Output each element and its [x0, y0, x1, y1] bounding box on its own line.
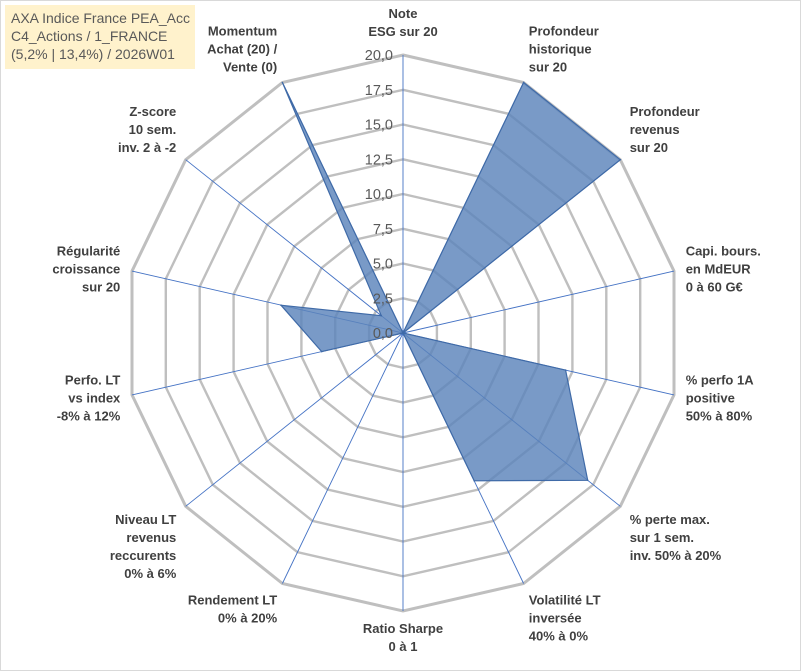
- tick-label-1: 2,5: [373, 291, 393, 307]
- axis-label-8-line-1: 0% à 20%: [218, 610, 278, 625]
- axis-label-5: % perte max. sur 1 sem. inv. 50% à 20%: [630, 512, 722, 563]
- axis-label-4-line-1: positive: [686, 391, 735, 406]
- spoke-3: [402, 270, 675, 334]
- axis-label-9: Niveau LT revenus reccurents 0% à 6%: [110, 512, 177, 581]
- tick-label-6: 15,0: [365, 118, 393, 134]
- spoke-8: [281, 332, 404, 584]
- axis-label-7: Ratio Sharpe 0 à 1: [363, 621, 443, 654]
- data-point-13: [281, 81, 284, 84]
- axis-label-0: Note ESG sur 20: [368, 6, 437, 39]
- axis-label-6-line-1: inversée: [529, 610, 582, 625]
- axis-label-2-line-1: revenus: [630, 122, 680, 137]
- axis-label-0-line-0: Note: [389, 6, 418, 21]
- data-point-11: [280, 304, 282, 307]
- axis-label-1-line-0: Profondeur: [529, 24, 599, 39]
- axis-label-5-line-1: sur 1 sem.: [630, 530, 694, 545]
- axis-label-2: Profondeur revenus sur 20: [630, 104, 700, 155]
- title-line-2: C4_Actions / 1_FRANCE: [11, 28, 168, 44]
- axis-label-11: Régularité croissance sur 20: [52, 244, 120, 295]
- axis-label-12-line-1: 10 sem.: [129, 122, 177, 137]
- data-point-5: [586, 479, 589, 482]
- axis-label-1-line-1: historique: [529, 42, 592, 57]
- chart-title-box: AXA Indice France PEA_Acc C4_Actions / 1…: [5, 5, 195, 69]
- axis-label-7-line-0: Ratio Sharpe: [363, 621, 443, 636]
- axis-label-4-line-0: % perfo 1A: [686, 373, 755, 388]
- axis-label-13-line-2: Vente (0): [223, 60, 277, 75]
- axis-label-9-line-2: reccurents: [110, 548, 176, 563]
- tick-label-3: 7,5: [373, 222, 393, 238]
- axis-label-3: Capi. bours. en MdEUR 0 à 60 G€: [686, 244, 761, 295]
- axis-label-2-line-0: Profondeur: [630, 104, 700, 119]
- axis-label-6: Volatilité LT inversée 40% à 0%: [529, 592, 601, 643]
- data-point-2: [619, 158, 622, 161]
- title-line-1: AXA Indice France PEA_Acc: [11, 10, 190, 26]
- axis-label-8-line-0: Rendement LT: [188, 592, 277, 607]
- axis-label-0-line-1: ESG sur 20: [368, 24, 437, 39]
- series-area-0: [279, 81, 622, 482]
- axis-label-12: Z-score 10 sem. inv. 2 à -2: [118, 104, 176, 155]
- tick-label-5: 12,5: [365, 152, 393, 168]
- axis-label-10: Perfo. LT vs index -8% à 12%: [57, 373, 121, 424]
- data-point-6: [473, 480, 476, 482]
- axis-label-4-line-2: 50% à 80%: [686, 409, 753, 424]
- axis-label-8: Rendement LT 0% à 20%: [188, 592, 278, 625]
- axis-label-3-line-2: 0 à 60 G€: [686, 280, 743, 295]
- tick-label-8: 20,0: [365, 48, 393, 64]
- tick-label-2: 5,0: [373, 257, 393, 273]
- axis-label-5-line-2: inv. 50% à 20%: [630, 548, 722, 563]
- spoke-12: [185, 159, 404, 334]
- axis-label-1-line-2: sur 20: [529, 60, 567, 75]
- title-line-3: (5,2% | 13,4%) / 2026W01: [11, 46, 175, 62]
- axis-label-13: Momentum Achat (20) / Vente (0): [207, 24, 277, 75]
- axis-label-10-line-0: Perfo. LT: [65, 373, 120, 388]
- data-point-1: [522, 81, 525, 84]
- axis-label-4: % perfo 1A positive 50% à 80%: [686, 373, 755, 424]
- spoke-9: [185, 332, 404, 507]
- axis-label-10-line-1: vs index: [68, 391, 121, 406]
- axis-label-12-line-0: Z-score: [129, 104, 176, 119]
- axis-label-6-line-0: Volatilité LT: [529, 592, 601, 607]
- tick-label-4: 10,0: [365, 187, 393, 203]
- axis-label-6-line-2: 40% à 0%: [529, 628, 589, 643]
- axis-label-9-line-1: revenus: [126, 530, 176, 545]
- axis-label-2-line-2: sur 20: [630, 140, 668, 155]
- data-point-12: [380, 314, 383, 317]
- axis-label-5-line-0: % perte max.: [630, 512, 710, 527]
- data-point-4: [564, 369, 567, 371]
- data-point-9: [402, 332, 404, 334]
- axis-label-13-line-0: Momentum: [208, 24, 277, 39]
- axis-label-11-line-2: sur 20: [82, 280, 120, 295]
- data-point-10: [320, 350, 323, 353]
- tick-label-7: 17,5: [365, 83, 393, 99]
- axis-label-11-line-1: croissance: [52, 262, 120, 277]
- axis-label-11-line-0: Régularité: [57, 244, 121, 259]
- axis-label-13-line-1: Achat (20) /: [207, 42, 277, 57]
- axis-label-3-line-1: en MdEUR: [686, 262, 752, 277]
- axis-label-9-line-3: 0% à 6%: [124, 566, 176, 581]
- axis-label-7-line-1: 0 à 1: [389, 639, 418, 654]
- axis-label-3-line-0: Capi. bours.: [686, 244, 761, 259]
- axis-label-12-line-2: inv. 2 à -2: [118, 140, 176, 155]
- axis-label-1: Profondeur historique sur 20: [529, 24, 599, 75]
- axis-label-9-line-0: Niveau LT: [115, 512, 176, 527]
- axis-label-10-line-2: -8% à 12%: [57, 409, 121, 424]
- tick-label-0: 0,0: [373, 326, 393, 342]
